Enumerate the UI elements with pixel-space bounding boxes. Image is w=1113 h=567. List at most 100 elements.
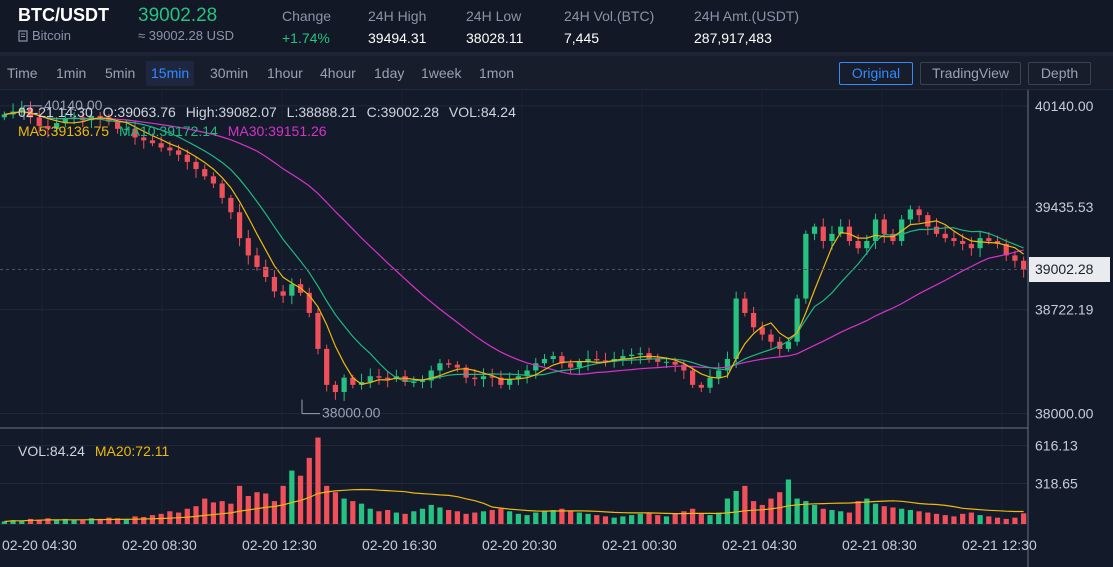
volume-bar (376, 511, 382, 524)
volume-bar (1012, 517, 1018, 524)
candle-body (498, 377, 504, 385)
timeframe-15min[interactable]: 15min (146, 61, 195, 86)
timeframe-1min[interactable]: 1min (56, 65, 87, 81)
candle-body (899, 219, 905, 242)
volume-bar (907, 510, 914, 524)
time-tick-label: 02-20 08:30 (122, 537, 197, 553)
candle-body (245, 238, 251, 256)
candle-body (419, 380, 426, 382)
candle-body (350, 377, 356, 385)
price-tick-label: 38722.19 (1035, 302, 1094, 318)
candle-body (925, 215, 931, 227)
view-original-button[interactable]: Original (839, 62, 913, 85)
volume-bar (820, 508, 826, 524)
candle-body (628, 354, 635, 357)
candle-body (820, 226, 826, 242)
candle-body (1012, 255, 1018, 261)
volume-bar (236, 485, 243, 524)
candle-body (1, 114, 7, 118)
volume-bar (524, 515, 530, 524)
stat-label: 24H Low (466, 8, 522, 24)
candle-body (960, 241, 966, 244)
volume-bar (977, 515, 983, 524)
volume-bar (36, 519, 42, 524)
ma5-line (4, 110, 1024, 385)
candle-body (228, 197, 234, 213)
volume-bar (768, 498, 774, 524)
stat-change: Change +1.74% (282, 8, 331, 46)
ma-legend: MA5:39136.75 MA10:39172.14 MA30:39151.26 (18, 123, 333, 139)
candle-body (428, 370, 434, 381)
candle-body (123, 128, 129, 130)
volume-bar (106, 517, 112, 524)
volume-bar (132, 516, 138, 524)
volume-bar (463, 513, 469, 524)
price-tick-label: 38000.00 (1035, 406, 1094, 422)
volume-bar (864, 498, 870, 524)
stat-value: 7,445 (564, 30, 600, 46)
volume-bar (724, 498, 731, 524)
last-price-usd: ≈ 39002.28 USD (138, 28, 235, 43)
volume-bar (872, 503, 879, 524)
min-price-marker: 38000.00 (322, 405, 381, 421)
volume-bar (1, 521, 7, 524)
volume-bar (289, 470, 295, 524)
candle-body (698, 384, 704, 388)
candle-body (141, 137, 147, 141)
candle-body (315, 312, 321, 349)
candle-body (559, 356, 565, 364)
stat-label: 24H Vol.(BTC) (564, 8, 655, 24)
document-icon (18, 29, 28, 42)
volume-bar (498, 508, 504, 524)
volume-bar (515, 513, 521, 524)
volume-bar (219, 501, 225, 524)
timeframe-1hour[interactable]: 1hour (267, 65, 303, 81)
volume-bar (193, 506, 199, 524)
coin-name-text: Bitcoin (32, 28, 72, 43)
volume-bar (97, 518, 103, 524)
view-tradingview-button[interactable]: TradingView (920, 62, 1021, 85)
candle-body (724, 358, 731, 371)
kline-chart[interactable]: 40140.00 39435.53 38722.19 38000.00 616.13 31… (0, 90, 1113, 567)
timeframe-1week[interactable]: 1week (421, 65, 462, 81)
candle-body (54, 123, 60, 129)
timeframe-5min[interactable]: 5min (105, 65, 136, 81)
time-tick-label: 02-21 12:30 (962, 537, 1037, 553)
candle-body (916, 209, 922, 216)
candle-body (402, 376, 408, 382)
volume-bar (899, 508, 905, 524)
view-depth-button[interactable]: Depth (1028, 62, 1091, 85)
volume-bar (123, 518, 129, 524)
info-high: High:39082.07 (185, 104, 277, 120)
candle-body (193, 161, 199, 170)
volume-bar (925, 512, 931, 524)
stat-24h-low: 24H Low 38028.11 (466, 8, 523, 46)
volume-bar (550, 510, 556, 524)
candle-body (977, 238, 983, 249)
volume-bar (750, 501, 757, 524)
timeframe-4hour[interactable]: 4hour (320, 65, 356, 81)
volume-bar (968, 512, 974, 524)
timeframe-time[interactable]: Time (7, 65, 38, 81)
timeframe-30min[interactable]: 30min (210, 65, 249, 81)
volume-bar (855, 501, 861, 524)
volume-bar (45, 518, 51, 524)
volume-bar (951, 516, 957, 524)
volume-bar (306, 457, 312, 524)
candle-body (541, 358, 548, 364)
time-tick-label: 02-20 12:30 (242, 537, 317, 553)
volume-bar (759, 504, 765, 524)
volume-bar (437, 507, 443, 524)
chart-canvas[interactable]: 40140.00 39435.53 38722.19 38000.00 616.13 31… (0, 90, 1113, 567)
timeframe-1day[interactable]: 1day (374, 65, 405, 81)
stat-24h-amount: 24H Amt.(USDT) 287,917,483 (694, 8, 799, 46)
candle-body (385, 377, 391, 380)
info-low: L:38888.21 (286, 104, 357, 120)
stat-label: Change (282, 8, 332, 24)
candle-body (576, 361, 582, 368)
timeframe-1mon[interactable]: 1mon (479, 65, 515, 81)
candle-body (236, 212, 243, 239)
volume-bar (411, 511, 417, 524)
volume-bar (916, 511, 922, 524)
stat-24h-high: 24H High 39494.31 (368, 8, 426, 46)
